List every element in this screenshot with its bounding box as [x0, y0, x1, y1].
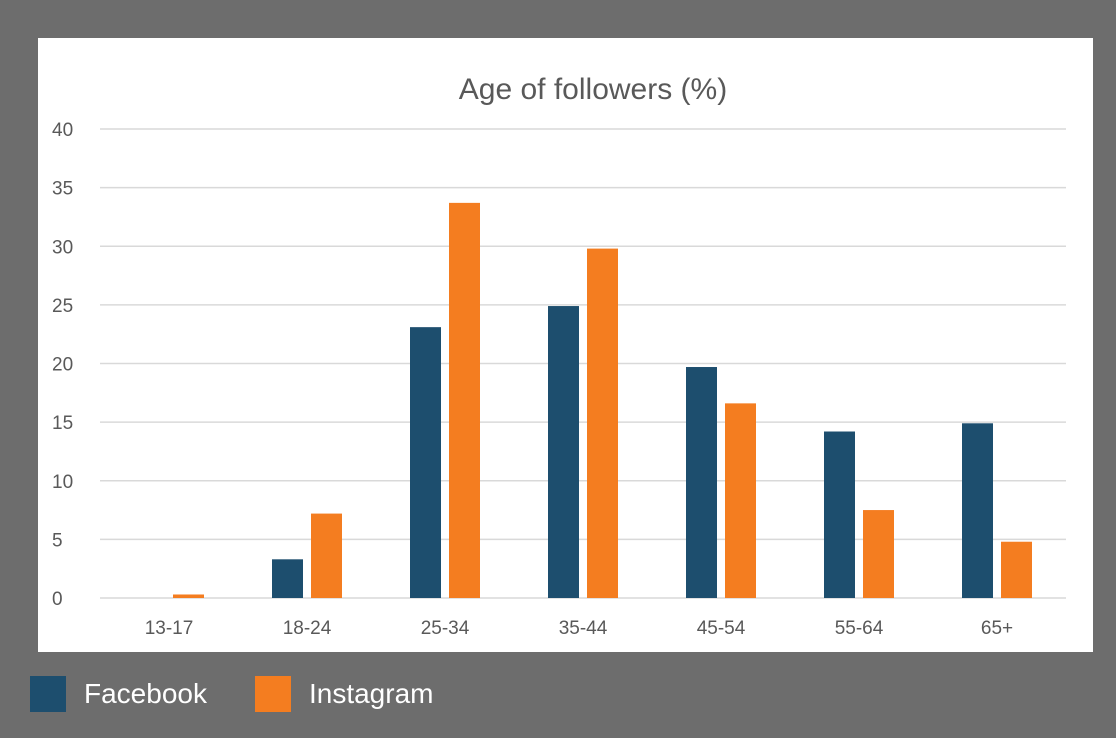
y-tick-label: 5 — [52, 530, 63, 551]
legend-item-instagram: Instagram — [254, 676, 434, 712]
bar-instagram-18-24 — [311, 513, 342, 598]
bar-facebook-18-24 — [272, 559, 303, 598]
bar-instagram-45-54 — [725, 403, 756, 598]
x-tick-label: 13-17 — [145, 618, 194, 639]
y-tick-label: 25 — [52, 296, 73, 317]
legend: Facebook Instagram — [30, 676, 481, 712]
bar-facebook-55-64 — [824, 431, 855, 598]
gridlines — [100, 128, 1066, 599]
bar-facebook-45-54 — [686, 367, 717, 598]
legend-label-instagram: Instagram — [308, 678, 434, 709]
y-tick-label: 0 — [52, 589, 63, 610]
instagram-swatch — [254, 676, 291, 712]
bar-instagram-65+ — [1001, 541, 1032, 598]
x-tick-label: 45-54 — [697, 618, 746, 639]
chart-title: Age of followers (%) — [459, 73, 727, 106]
bar-instagram-25-34 — [449, 202, 480, 598]
bar-instagram-55-64 — [863, 510, 894, 598]
bar-instagram-13-17 — [173, 594, 204, 598]
legend-item-facebook: Facebook — [30, 676, 207, 712]
y-tick-label: 20 — [52, 355, 73, 376]
y-tick-label: 35 — [52, 179, 73, 200]
y-tick-label: 40 — [52, 120, 73, 141]
y-tick-label: 15 — [52, 413, 73, 434]
legend-label-facebook: Facebook — [84, 678, 207, 709]
y-axis-tick-labels: 0 5 10 15 20 25 30 35 40 — [52, 120, 73, 610]
x-tick-label: 35-44 — [559, 618, 608, 639]
x-tick-label: 25-34 — [421, 618, 470, 639]
bar-instagram-35-44 — [587, 248, 618, 598]
x-tick-label: 55-64 — [835, 618, 884, 639]
bar-chart: Age of followers (%) 0 5 10 15 20 25 30 35 40 13… — [52, 73, 1066, 639]
bar-facebook-65+ — [962, 423, 993, 598]
facebook-swatch — [30, 676, 66, 712]
bar-facebook-35-44 — [548, 306, 579, 598]
x-axis-tick-labels: 13-17 18-24 25-34 35-44 45-54 55-64 65+ — [145, 618, 1013, 639]
chart-panel: Age of followers (%) 0 5 10 15 20 25 30 35 40 13… — [38, 38, 1093, 652]
bar-facebook-25-34 — [410, 327, 441, 598]
x-tick-label: 65+ — [981, 618, 1013, 639]
y-tick-label: 10 — [52, 472, 73, 493]
bars — [173, 202, 1032, 598]
y-tick-label: 30 — [52, 237, 73, 258]
x-tick-label: 18-24 — [283, 618, 332, 639]
